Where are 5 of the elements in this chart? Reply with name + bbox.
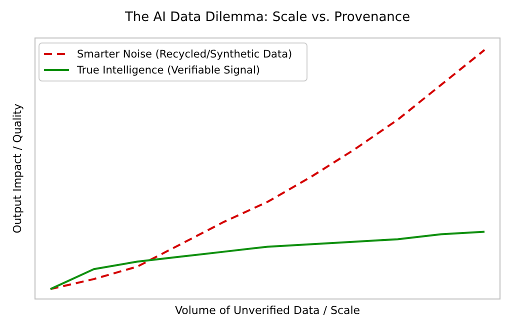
chart-title: The AI Data Dilemma: Scale vs. Provenance [124,10,410,25]
y-axis-title: Output Impact / Quality [11,103,24,234]
legend-label: True Intelligence (Verifiable Signal) [76,64,260,77]
x-axis-title: Volume of Unverified Data / Scale [174,304,360,317]
legend-label: Smarter Noise (Recycled/Synthetic Data) [77,48,292,61]
